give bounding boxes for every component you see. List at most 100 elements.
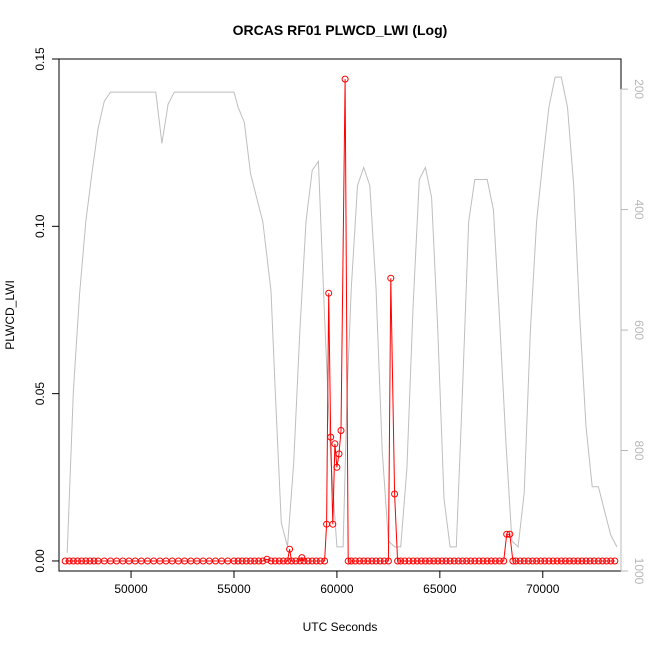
x-axis-label: UTC Seconds — [303, 620, 378, 634]
data-point — [308, 557, 316, 565]
data-point — [74, 557, 81, 565]
y-tick-label: 0.10 — [33, 214, 47, 238]
data-point — [251, 557, 259, 565]
data-point — [405, 557, 413, 565]
data-point — [509, 557, 517, 565]
data-point — [234, 557, 242, 565]
data-point — [417, 557, 425, 565]
data-point — [292, 557, 300, 565]
data-point — [397, 557, 405, 565]
y-tick-label: 0.15 — [33, 47, 47, 71]
data-point — [347, 557, 355, 565]
data-point — [372, 557, 380, 565]
data-point — [516, 557, 524, 565]
plot-frame — [58, 58, 622, 572]
data-point — [360, 557, 368, 565]
y2-tick-label: 1000 — [632, 558, 646, 585]
data-point — [512, 557, 520, 565]
y-axis: 0.00 0.05 0.10 0.15 — [33, 47, 60, 573]
data-point — [247, 557, 254, 565]
data-point — [325, 289, 333, 297]
y-axis-label: PLWCD_LWI — [3, 280, 17, 350]
data-point — [500, 557, 508, 565]
primary-series — [61, 75, 619, 565]
data-point — [312, 557, 320, 565]
data-point — [341, 75, 349, 83]
y2-axis: 200 400 600 800 1000 — [620, 79, 646, 585]
data-point — [582, 557, 590, 565]
data-point — [438, 557, 446, 565]
y2-tick-label: 200 — [632, 79, 646, 99]
data-point — [304, 557, 312, 565]
data-point — [496, 557, 503, 565]
data-point — [463, 557, 471, 565]
data-point — [78, 557, 86, 565]
data-point — [557, 557, 565, 565]
data-point — [603, 557, 611, 565]
data-point — [296, 557, 304, 565]
data-point — [380, 557, 388, 565]
data-point — [394, 557, 402, 565]
x-tick-label: 55000 — [217, 582, 251, 596]
data-point — [537, 557, 545, 565]
data-point — [503, 530, 511, 538]
data-point — [238, 557, 246, 565]
data-point — [90, 557, 98, 565]
data-point — [401, 557, 409, 565]
data-point — [566, 557, 573, 565]
data-point — [376, 557, 384, 565]
data-point — [506, 530, 514, 538]
data-point — [344, 557, 352, 565]
data-point — [553, 557, 561, 565]
x-tick-label: 60000 — [320, 582, 354, 596]
y2-tick-label: 800 — [632, 440, 646, 460]
data-point — [570, 557, 578, 565]
y2-tick-label: 600 — [632, 320, 646, 340]
chart-title: ORCAS RF01 PLWCD_LWI (Log) — [233, 22, 448, 38]
data-point — [279, 557, 287, 565]
data-point — [442, 557, 450, 565]
data-point — [450, 557, 458, 565]
secondary-series-line — [66, 76, 618, 553]
data-point — [413, 557, 421, 565]
primary-series-line — [65, 79, 615, 562]
data-point — [426, 557, 433, 565]
data-point — [545, 557, 553, 565]
data-point — [599, 557, 606, 565]
data-point — [327, 433, 335, 441]
data-point — [86, 557, 94, 565]
data-point — [387, 274, 395, 282]
data-point — [487, 557, 495, 565]
data-point — [454, 557, 462, 565]
data-point — [337, 427, 345, 434]
x-axis: 50000 55000 60000 65000 70000 — [114, 570, 560, 596]
data-point — [271, 557, 279, 565]
data-point — [541, 557, 549, 565]
data-point — [430, 557, 438, 565]
data-point — [284, 557, 291, 565]
y2-tick-label: 400 — [632, 200, 646, 220]
data-point — [491, 557, 499, 565]
data-point — [391, 490, 399, 498]
data-point — [475, 557, 483, 565]
data-point — [331, 440, 339, 448]
y-tick-label: 0.00 — [33, 549, 47, 573]
data-point — [409, 557, 417, 565]
data-point — [335, 450, 343, 458]
data-point — [329, 520, 337, 528]
data-point — [611, 557, 619, 565]
data-point — [255, 557, 263, 565]
data-point — [65, 557, 73, 565]
data-point — [242, 557, 250, 565]
data-point — [471, 557, 479, 565]
data-point — [586, 557, 594, 565]
data-point — [467, 557, 475, 565]
data-point — [61, 557, 69, 565]
data-point — [483, 557, 491, 565]
data-point — [267, 557, 275, 565]
data-point — [459, 557, 466, 565]
data-point — [434, 557, 442, 565]
data-point — [578, 557, 586, 565]
data-point — [384, 557, 392, 565]
